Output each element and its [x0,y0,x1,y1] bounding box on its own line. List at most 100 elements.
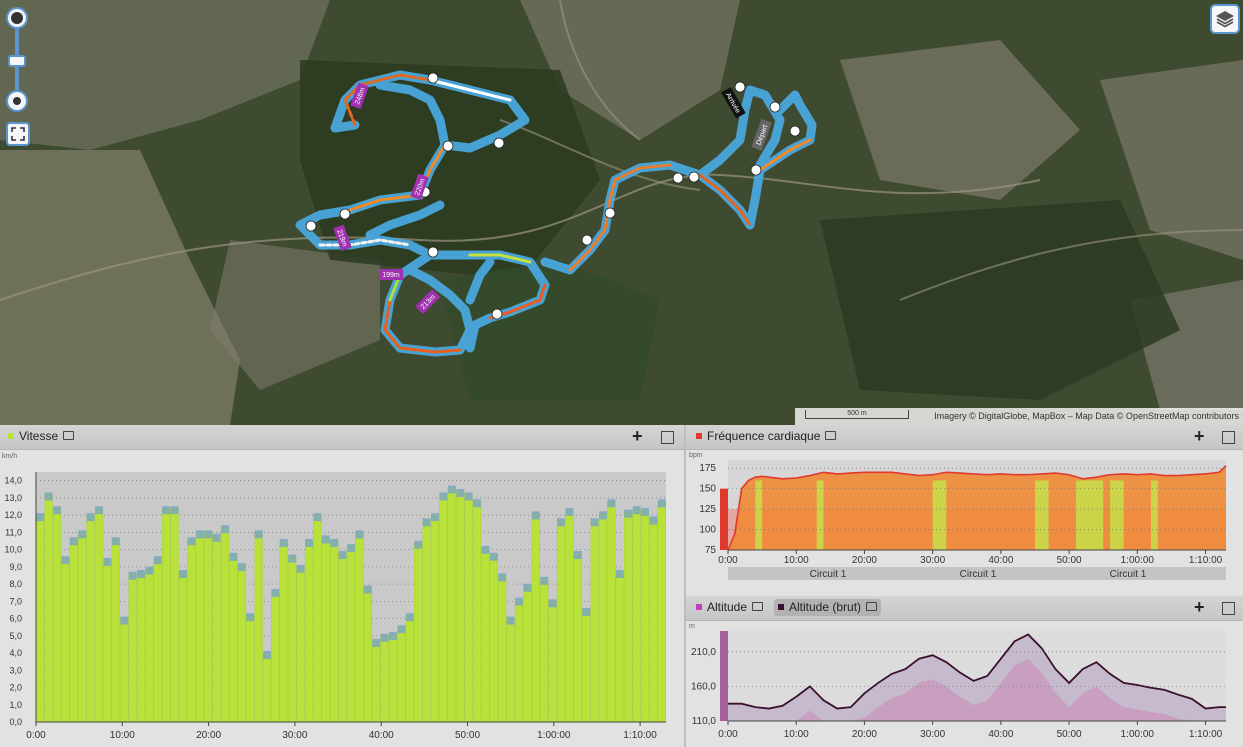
speed-bar [531,513,540,723]
forest-area [440,260,660,400]
direction-arrow-icon [672,172,684,184]
road [559,0,641,141]
speed-bar [136,571,146,723]
speed-bar-cap [498,573,507,582]
satellite-map[interactable]: 248m 220m 219m 199m 213m Arrivée [0,0,1243,425]
speed-bar-cap [313,513,322,522]
speed-bar-cap [506,616,515,625]
x-tick-label: 1:10:00 [1189,729,1223,740]
speed-bar-cap [95,506,103,515]
direction-arrow-icon [604,207,616,219]
speed-bar [111,539,120,723]
lap-label: Circuit 1 [1110,569,1147,580]
direction-arrow-icon [491,308,503,320]
speed-unit: km/h [2,453,18,460]
fullscreen-button[interactable] [6,122,30,146]
speed-bar [69,539,78,723]
direction-arrow-icon [305,220,317,232]
speed-bar [262,652,272,723]
speed-bar-cap [263,651,271,660]
hr-zone-segment [755,480,763,550]
altitude-raw-legend[interactable]: Altitude (brut) [774,599,882,616]
x-tick-label: 50:00 [1057,555,1082,566]
speed-bar [346,545,356,723]
heart-rate-legend[interactable]: Fréquence cardiaque [692,428,840,445]
speed-bar-cap [153,556,162,565]
speed-bar-cap [86,513,95,522]
y-tick-label: 6,0 [9,614,22,624]
y-tick-label: 100 [699,525,716,536]
speed-bar-cap [557,518,565,527]
y-tick-label: 125 [699,504,716,515]
speed-bar-cap [145,566,154,575]
y-tick-label: 0,0 [9,717,22,727]
y-tick-label: 4,0 [9,648,22,658]
altitude-legend[interactable]: Altitude [692,599,767,616]
y-tick-label: 12,0 [4,510,22,520]
speed-bar-cap [641,507,649,516]
speed-bar-cap [271,588,280,597]
speed-bar [52,508,62,723]
panel-divider[interactable] [684,425,686,747]
speed-bar-cap [431,513,439,522]
speed-bar-cap [137,570,145,578]
y-tick-label: 160,0 [691,681,716,692]
speed-chart[interactable]: 0,0 1,0 2,0 3,0 4,0 5,0 6,0 7,0 8,0 9,0 10,0 11,0 12… [0,450,684,747]
speed-bar [313,514,322,723]
map-view[interactable]: 248m 220m 219m 199m 213m Arrivée [0,0,1243,425]
y-tick-label: 3,0 [9,665,22,675]
speed-bar-cap [103,557,112,566]
speed-bar [120,618,129,723]
expand-icon[interactable] [1222,431,1235,444]
speed-bar-cap [288,554,297,563]
speed-bar [187,539,196,723]
speed-bar [624,511,633,723]
speed-bar [514,599,524,723]
speed-bar [439,494,448,723]
heart-rate-chart[interactable]: 75 100 125 150 175 0:00 10:00 20:00 30:00 40:00 50… [686,450,1243,596]
expand-icon[interactable] [1222,602,1235,615]
direction-arrow-icon [688,171,700,183]
speed-bar-cap [632,506,641,515]
speed-bar-cap [170,506,179,515]
speed-bar [615,571,624,723]
speed-bar [556,520,566,723]
y-tick-label: 14,0 [4,476,22,486]
x-tick-label: 1:10:00 [623,730,657,741]
speed-bar-cap [515,597,523,606]
speed-bar-cap [531,511,540,520]
road [899,229,1243,301]
speed-bar-cap [204,530,213,539]
speed-bar-cap [405,613,414,622]
expand-icon[interactable] [661,431,674,444]
add-icon[interactable]: + [632,426,643,446]
zoom-slider-icon[interactable] [6,4,28,114]
direction-arrow-icon [581,234,593,246]
hr-zone-segment [816,480,824,550]
speed-bar-cap [397,625,406,634]
add-icon[interactable]: + [1194,597,1205,617]
altitude-panel: Altitude Altitude (brut) + 110,0 160,0 210… [686,596,1243,747]
speed-bar-cap [279,538,288,547]
layers-button[interactable] [1210,4,1240,34]
speed-bar-cap [523,583,532,592]
altitude-chart[interactable]: 110,0 160,0 210,0 0:00 10:00 20:00 30:00 40:00 5… [686,621,1243,747]
speed-bar [178,571,188,723]
speed-bar [61,558,70,723]
speed-bar-cap [380,633,389,642]
speed-bar-cap [61,556,70,565]
x-tick-label: 0:00 [26,730,46,741]
speed-bar [94,508,104,723]
lap-label: Circuit 1 [810,569,847,580]
add-icon[interactable]: + [1194,426,1205,446]
speed-bar [414,542,423,723]
speed-panel: Vitesse + 0,0 1,0 2,0 3,0 4,0 5,0 6,0 7,0 8,0 9,0… [0,425,684,747]
x-tick-label: 1:00:00 [1121,729,1155,740]
speed-bar-cap [422,518,431,527]
speed-legend[interactable]: Vitesse [4,428,78,445]
attribution-text[interactable]: Imagery © DigitalGlobe, MapBox – Map Dat… [934,411,1239,421]
y-tick-label: 2,0 [9,683,22,693]
hr-zone-segment [1150,480,1158,550]
x-tick-label: 0:00 [718,555,738,566]
speed-bar [296,566,305,723]
